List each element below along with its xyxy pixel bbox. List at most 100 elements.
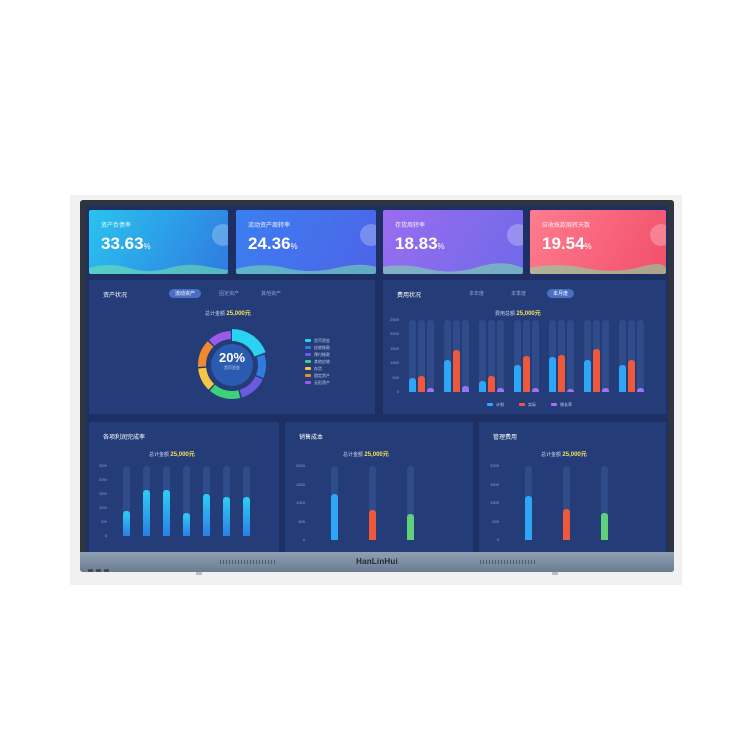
cost-bar [331, 494, 338, 540]
legend-swatch [519, 403, 525, 407]
donut-center-label: 货币资金 [224, 365, 240, 370]
speaker-grille-right [480, 560, 535, 564]
legend-swatch [487, 403, 493, 407]
bar-track [637, 320, 644, 392]
legend-item: 无形资产 [305, 380, 330, 386]
bar-track [584, 320, 591, 392]
y-tick-label: 10% [98, 505, 107, 510]
kpi-card-receivable-days[interactable]: 应收账款周转天数 19.54% [530, 210, 666, 274]
cost-bar [462, 386, 469, 392]
y-tick-label: 20% [98, 477, 107, 482]
bar-track [497, 320, 504, 392]
bar-track [427, 320, 434, 392]
tab-current-assets[interactable]: 流动资产 [169, 289, 202, 298]
y-tick-label: 1000 [490, 500, 499, 505]
y-tick-label: 0 [396, 389, 399, 394]
kpi-wave [383, 263, 523, 274]
y-tick-label: 2000 [296, 463, 305, 468]
cost-bar [525, 496, 532, 540]
total-amount: 总计金额 25,000元 [205, 311, 251, 317]
kpi-card-debt-ratio[interactable]: 资产负债率 33.63% [89, 210, 228, 274]
kpi-title: 应收账款周转天数 [542, 223, 591, 229]
cost-bar [453, 350, 460, 392]
legend-swatch [305, 367, 311, 371]
y-tick-label: 25% [98, 463, 107, 468]
asset-donut-chart [196, 329, 268, 401]
dashboard-screen: 资产负债率 33.63% 流动资产周转率 24.36% 存货周转率 18.83%… [86, 206, 668, 552]
legend-label: 无形资产 [314, 380, 330, 385]
cost-bar [369, 510, 376, 540]
panel-profit-completion: 各项利润完成率 总计金额 25,000元 25% 20% 15% 10% 5% 0 [89, 422, 279, 552]
kpi-title: 存货周转率 [395, 223, 426, 229]
cost-bar [601, 513, 608, 540]
donut-center-value: 20% [218, 350, 246, 365]
y-tick-label: 0 [496, 537, 499, 542]
legend-item: 实际 [519, 402, 536, 408]
legend-item: 预付账款 [305, 352, 330, 358]
legend-swatch [305, 360, 311, 364]
bar-track [407, 466, 414, 540]
panel-title: 管理费用 [493, 435, 518, 441]
cost-bar [523, 356, 530, 392]
donut-center-disc [211, 344, 253, 386]
indicator-lights [88, 559, 118, 572]
profit-bar [163, 490, 170, 536]
monitor-bottom-bezel: HanLinHui [80, 552, 674, 572]
cost-bar [479, 381, 486, 392]
profit-bar [203, 494, 210, 536]
cost-bar [514, 365, 521, 392]
kpi-decoration [212, 224, 228, 246]
kpi-wave [530, 263, 666, 274]
tab-other-assets[interactable]: 其他资产 [261, 291, 282, 297]
cost-bar [409, 378, 416, 392]
legend-label: 固定资产 [314, 373, 330, 378]
panel-sales-cost: 销售成本 总计金额 25,000元 2000 1500 1000 500 0 [285, 422, 473, 552]
bar-track [444, 320, 451, 392]
kpi-value: 19.54% [542, 234, 592, 253]
tab-fixed-assets[interactable]: 固定资产 [219, 291, 240, 297]
total-amount: 总计金额 25,000元 [149, 452, 195, 458]
legend-label: 计划 [496, 402, 504, 407]
profit-bar [143, 490, 150, 536]
legend-label: 应收账款 [314, 345, 330, 350]
cost-bar [602, 388, 609, 392]
profit-bar [183, 513, 190, 536]
panel-management-cost: 管理费用 总计金额 25,000元 2000 1500 1000 500 0 [479, 422, 666, 552]
monitor-foot-right [552, 572, 558, 575]
profit-bar [123, 511, 130, 536]
bar-track [479, 320, 486, 392]
kpi-card-inventory-turnover[interactable]: 存货周转率 18.83% [383, 210, 523, 274]
legend-swatch [551, 403, 557, 407]
kpi-decoration [650, 224, 666, 246]
donut-slice [198, 331, 266, 399]
tab-this-quarter[interactable]: 本季度 [511, 291, 527, 297]
kpi-wave [236, 264, 376, 274]
cost-bar [549, 357, 556, 392]
legend-item: 计划 [487, 402, 504, 408]
y-tick-label: 2000 [390, 331, 399, 337]
kpi-value: 24.36% [248, 234, 298, 253]
cost-bar [558, 355, 565, 392]
total-amount: 总计金额 25,000元 [541, 452, 587, 458]
donut-slice [196, 329, 268, 401]
cost-bar [488, 376, 495, 392]
legend-swatch [305, 339, 311, 343]
y-tick-label: 1000 [296, 500, 305, 505]
brand-logo: HanLinHui [356, 557, 398, 566]
legend-swatch [305, 374, 311, 378]
bar-track [549, 320, 556, 392]
tab-this-year[interactable]: 本年度 [469, 291, 485, 297]
kpi-card-current-asset-turnover[interactable]: 流动资产周转率 24.36% [236, 210, 376, 274]
legend-swatch [305, 353, 311, 357]
bar-track [628, 320, 635, 392]
profit-bar [243, 497, 250, 536]
tab-this-month[interactable]: 本月度 [547, 289, 575, 298]
legend-label: 存货 [314, 366, 322, 371]
bar-track [123, 466, 130, 536]
speaker-grille-left [220, 560, 275, 564]
legend-label: 实际 [528, 402, 536, 407]
kpi-value: 18.83% [395, 234, 445, 253]
bar-track [514, 320, 521, 392]
legend-item: 其他应收 [305, 359, 330, 365]
cost-bar [593, 349, 600, 392]
